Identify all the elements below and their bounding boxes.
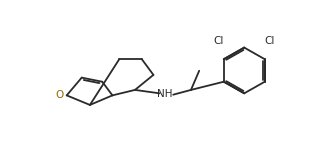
- Text: Cl: Cl: [213, 36, 224, 46]
- Text: NH: NH: [157, 89, 173, 99]
- Text: O: O: [56, 90, 64, 100]
- Text: Cl: Cl: [264, 36, 275, 46]
